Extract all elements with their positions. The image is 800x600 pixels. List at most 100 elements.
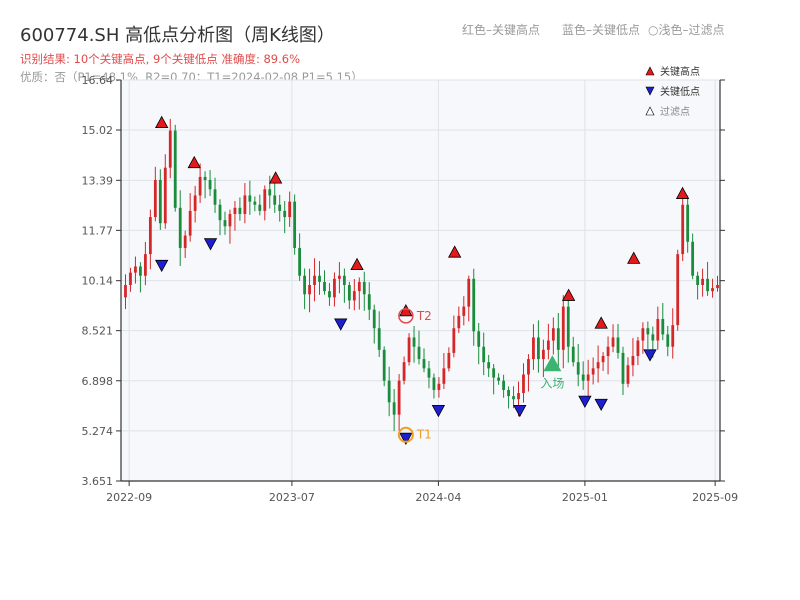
candle-body (432, 377, 436, 390)
candle-body (148, 217, 152, 255)
candle-body (716, 284, 719, 289)
candle-body (352, 291, 356, 301)
candle-body (591, 368, 595, 375)
candle-body (253, 201, 257, 205)
candle-body (283, 210, 287, 218)
key-low-marker (155, 259, 169, 273)
key-high-marker (350, 257, 364, 270)
candle-body (228, 213, 232, 227)
candle-body (437, 383, 441, 390)
key-high-marker (448, 245, 462, 258)
candle-body (556, 328, 560, 350)
candle-body (173, 130, 177, 208)
key-high-marker (155, 115, 169, 128)
key-high-marker (594, 316, 608, 329)
candle-body (333, 278, 336, 298)
candle-body (124, 284, 127, 298)
candle-body (546, 340, 550, 350)
candle-body (248, 195, 252, 202)
candle-body (477, 331, 481, 347)
candle-body (661, 318, 665, 335)
top-legend-red: 红色–关键高点 (462, 23, 541, 37)
candle-body (278, 204, 282, 211)
candle-body (681, 204, 685, 255)
t2-label: T2 (416, 309, 432, 323)
legend-high-swatch (645, 66, 655, 76)
candle-body (666, 334, 670, 347)
legend-high-label: 关键高点 (660, 65, 700, 78)
candle-body (641, 328, 645, 341)
candle-body (601, 355, 605, 363)
top-legend-light: ○浅色–过滤点 (648, 23, 725, 37)
candle-body (323, 281, 326, 292)
candle-body (303, 275, 306, 295)
candle-body (134, 266, 137, 273)
candle-body (561, 306, 565, 350)
key-low-marker (431, 404, 446, 418)
candle-body (223, 220, 227, 227)
key-high-marker (268, 171, 283, 184)
candle-body (462, 306, 466, 316)
entry-marker (543, 355, 562, 372)
candle-body (273, 195, 277, 205)
candle-body (139, 266, 142, 276)
candle-body (447, 352, 451, 369)
candle-body (691, 241, 695, 276)
candle-body (407, 337, 411, 363)
candle-body (537, 337, 540, 360)
candle-body (616, 337, 620, 353)
candle-body (701, 278, 704, 285)
candle-body (706, 278, 709, 292)
candle-body (318, 275, 321, 282)
x-tick-label: 2025-09 (692, 491, 738, 504)
y-tick-label: 13.39 (82, 174, 114, 187)
candle-body (507, 389, 510, 397)
key-high-marker (187, 155, 201, 169)
candle-body (422, 359, 426, 369)
candle-body (143, 254, 147, 276)
candle-body (397, 380, 401, 415)
key-low-marker (643, 349, 657, 362)
candle-body (342, 275, 346, 285)
candle-body (696, 275, 700, 285)
legend-filtered-swatch (645, 106, 655, 116)
candle-body (631, 355, 635, 366)
candle-body (382, 349, 386, 381)
candle-body (308, 284, 311, 295)
candle-body (646, 328, 650, 335)
candle-body (198, 176, 202, 196)
candle-body (163, 167, 167, 224)
candle-body (387, 380, 391, 403)
candle-body (402, 362, 406, 381)
candle-body (293, 201, 297, 248)
candle-body (551, 328, 555, 341)
candle-body (636, 340, 640, 356)
x-tick-label: 2025-01 (562, 491, 608, 504)
candle-body (392, 402, 396, 415)
candle-body (711, 288, 714, 292)
candle-body (357, 281, 361, 292)
candle-body (158, 180, 162, 224)
candle-body (452, 328, 456, 353)
key-low-marker (203, 238, 218, 251)
candle-body (218, 204, 222, 221)
candle-body (208, 180, 212, 190)
candle-body (581, 374, 585, 381)
candle-body (427, 368, 431, 378)
candle-body (298, 247, 302, 276)
candle-body (651, 334, 655, 341)
candle-body (576, 362, 580, 375)
legend-low-label: 关键低点 (660, 85, 700, 98)
chart-title: 600774.SH 高低点分析图（周K线图） (20, 25, 335, 46)
candle-body (183, 235, 187, 248)
legend-filtered-label: 过滤点 (660, 105, 690, 118)
candle-body (467, 278, 471, 307)
candle-body (338, 275, 341, 279)
candle-body (492, 368, 496, 378)
x-tick-label: 2024-04 (415, 491, 461, 504)
candle-body (268, 189, 272, 196)
candle-body (203, 176, 207, 181)
candle-body (566, 306, 570, 347)
t1-marker (397, 426, 414, 443)
top-legend-blue: 蓝色–关键低点 (562, 23, 641, 37)
